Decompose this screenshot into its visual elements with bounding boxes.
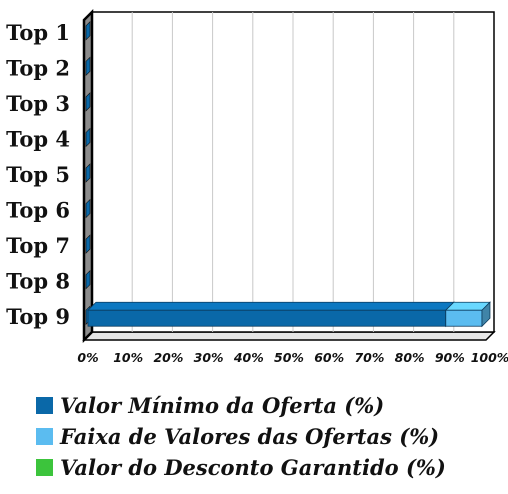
x-tick-label: 20% bbox=[153, 350, 183, 365]
x-tick-label: 100% bbox=[471, 350, 508, 365]
category-label: Top 9 bbox=[6, 304, 70, 329]
legend-swatch-desconto-garantido bbox=[36, 459, 53, 476]
x-tick-label: 30% bbox=[194, 350, 224, 365]
legend-item-faixa-valores[interactable]: Faixa de Valores das Ofertas (%) bbox=[36, 421, 446, 452]
category-label: Top 5 bbox=[6, 162, 70, 187]
x-tick-label: 40% bbox=[233, 350, 264, 365]
category-label: Top 7 bbox=[6, 233, 70, 258]
bar-faixa-valores bbox=[445, 309, 483, 327]
category-label: Top 1 bbox=[6, 20, 70, 45]
legend: Valor Mínimo da Oferta (%) Faixa de Valo… bbox=[36, 390, 446, 483]
category-label: Top 6 bbox=[6, 198, 70, 223]
category-label: Top 8 bbox=[6, 269, 70, 294]
x-tick-label: 10% bbox=[113, 350, 143, 365]
bar-stub bbox=[85, 127, 91, 148]
legend-item-desconto-garantido[interactable]: Valor do Desconto Garantido (%) bbox=[36, 452, 446, 483]
bar-side-face bbox=[481, 301, 491, 328]
bar-valor-minimo bbox=[87, 309, 447, 327]
x-tick-label: 70% bbox=[354, 350, 384, 365]
x-tick-label: 0% bbox=[77, 350, 98, 365]
bar-stub bbox=[85, 234, 91, 254]
legend-item-valor-minimo[interactable]: Valor Mínimo da Oferta (%) bbox=[36, 390, 446, 421]
legend-label-valor-minimo: Valor Mínimo da Oferta (%) bbox=[60, 393, 385, 418]
legend-swatch-valor-minimo bbox=[36, 397, 53, 414]
category-label: Top 2 bbox=[6, 55, 70, 80]
bar-stub bbox=[85, 198, 91, 219]
chart-floor bbox=[82, 331, 496, 341]
legend-label-desconto-garantido: Valor do Desconto Garantido (%) bbox=[60, 455, 446, 480]
legend-swatch-faixa-valores bbox=[36, 428, 53, 445]
bar-stub bbox=[85, 21, 91, 41]
bar-stub bbox=[85, 163, 91, 183]
x-tick-label: 80% bbox=[395, 350, 425, 365]
legend-label-faixa-valores: Faixa de Valores das Ofertas (%) bbox=[60, 424, 440, 449]
bar-stub bbox=[85, 56, 91, 77]
category-label: Top 3 bbox=[6, 91, 70, 116]
x-tick-label: 50% bbox=[274, 350, 304, 365]
bar-stub bbox=[85, 92, 91, 112]
x-tick-label: 60% bbox=[314, 350, 344, 365]
category-label: Top 4 bbox=[6, 126, 70, 151]
bar-stub bbox=[85, 269, 91, 290]
bar-top-face bbox=[87, 301, 455, 311]
x-tick-label: 90% bbox=[435, 350, 465, 365]
